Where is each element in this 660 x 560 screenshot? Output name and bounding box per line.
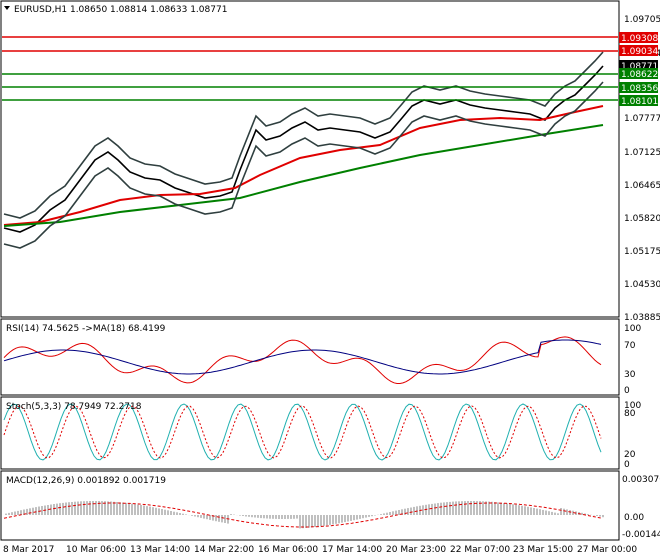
badge-6 — [619, 95, 658, 106]
stoch-series — [3, 403, 602, 461]
price-tick: 1.07125 — [624, 148, 660, 158]
rsi-ma-line — [3, 339, 602, 375]
rsi-tick: 0 — [624, 386, 630, 396]
price-tick: 1.07777 — [624, 114, 660, 124]
time-tick: 13 Mar 14:00 — [130, 545, 190, 555]
price-line — [3, 65, 604, 233]
rsi-tick: 30 — [624, 370, 636, 380]
time-tick: 10 Mar 06:00 — [66, 545, 126, 555]
time-tick: 14 Mar 22:00 — [194, 545, 254, 555]
macd-tick: 0.003076 — [622, 475, 660, 485]
rsi-series — [3, 336, 602, 384]
symbol-header: EURUSD,H1 1.08650 1.08814 1.08633 1.0877… — [14, 5, 227, 15]
stoch-tick: 100 — [624, 401, 641, 411]
badge-text: 1.08771 — [621, 62, 658, 72]
price-tick: 1.06465 — [624, 181, 660, 191]
price-tick: 1.09705 — [624, 15, 660, 25]
rsi-line — [3, 336, 602, 384]
time-tick: 22 Mar 07:00 — [450, 545, 510, 555]
lower-band — [3, 81, 604, 249]
rsi-header: RSI(14) 74.5625 ->MA(18) 68.4199 — [6, 324, 166, 334]
badge-3 — [619, 60, 658, 71]
red-ma-line — [3, 105, 604, 226]
dropdown-triangle-icon[interactable] — [4, 6, 10, 10]
macd-pane[interactable] — [0, 470, 620, 541]
stoch-header: Stoch(5,3,3) 78.7949 72.2718 — [6, 402, 142, 412]
badge-text: 1.09308 — [621, 34, 658, 44]
macd-signal-line — [3, 502, 602, 528]
price-badges: 1.09308 1.09034 1.08771 1.08622 1.08356 … — [619, 32, 658, 107]
badge-text: 1.08356 — [621, 84, 658, 94]
stoch-tick: 20 — [624, 450, 636, 460]
price-tick: 1.03885 — [624, 313, 660, 323]
time-tick: 16 Mar 06:00 — [258, 545, 318, 555]
badge-1 — [619, 32, 658, 43]
macd-series — [3, 501, 604, 529]
time-tick: 20 Mar 23:00 — [386, 545, 446, 555]
main-pane[interactable] — [0, 0, 620, 318]
stoch-tick: 80 — [624, 409, 636, 419]
price-series — [3, 51, 604, 249]
stoch-pane[interactable] — [0, 396, 620, 470]
stoch-axis: 100 80 20 0 — [624, 401, 641, 470]
badge-text: 1.08622 — [621, 70, 658, 80]
time-axis: 8 Mar 2017 10 Mar 06:00 13 Mar 14:00 14 … — [3, 545, 637, 555]
rsi-pane[interactable] — [0, 318, 620, 396]
price-tick: 1.05175 — [624, 247, 660, 257]
rsi-tick: 100 — [624, 324, 641, 334]
badge-4 — [619, 68, 658, 79]
upper-band — [3, 51, 604, 219]
stoch-tick: 0 — [624, 460, 630, 470]
rsi-axis: 100 70 30 0 — [624, 324, 641, 396]
badge-5 — [619, 82, 658, 93]
time-tick: 8 Mar 2017 — [3, 545, 54, 555]
badge-text: 1.08101 — [621, 97, 658, 107]
stoch-main-line — [3, 403, 602, 461]
rsi-tick: 70 — [624, 341, 636, 351]
green-ma-line — [3, 124, 604, 227]
badge-text: 1.09034 — [621, 47, 658, 57]
time-tick: 17 Mar 14:00 — [322, 545, 382, 555]
price-tick: 1.04530 — [624, 280, 660, 290]
time-tick: 27 Mar 00:00 — [577, 545, 637, 555]
macd-header: MACD(12,26,9) 0.001892 0.001719 — [6, 476, 166, 486]
price-tick: 1.05820 — [624, 214, 660, 224]
macd-tick: 0.00 — [624, 513, 644, 523]
time-tick: 23 Mar 15:00 — [513, 545, 573, 555]
badge-2 — [619, 45, 658, 56]
